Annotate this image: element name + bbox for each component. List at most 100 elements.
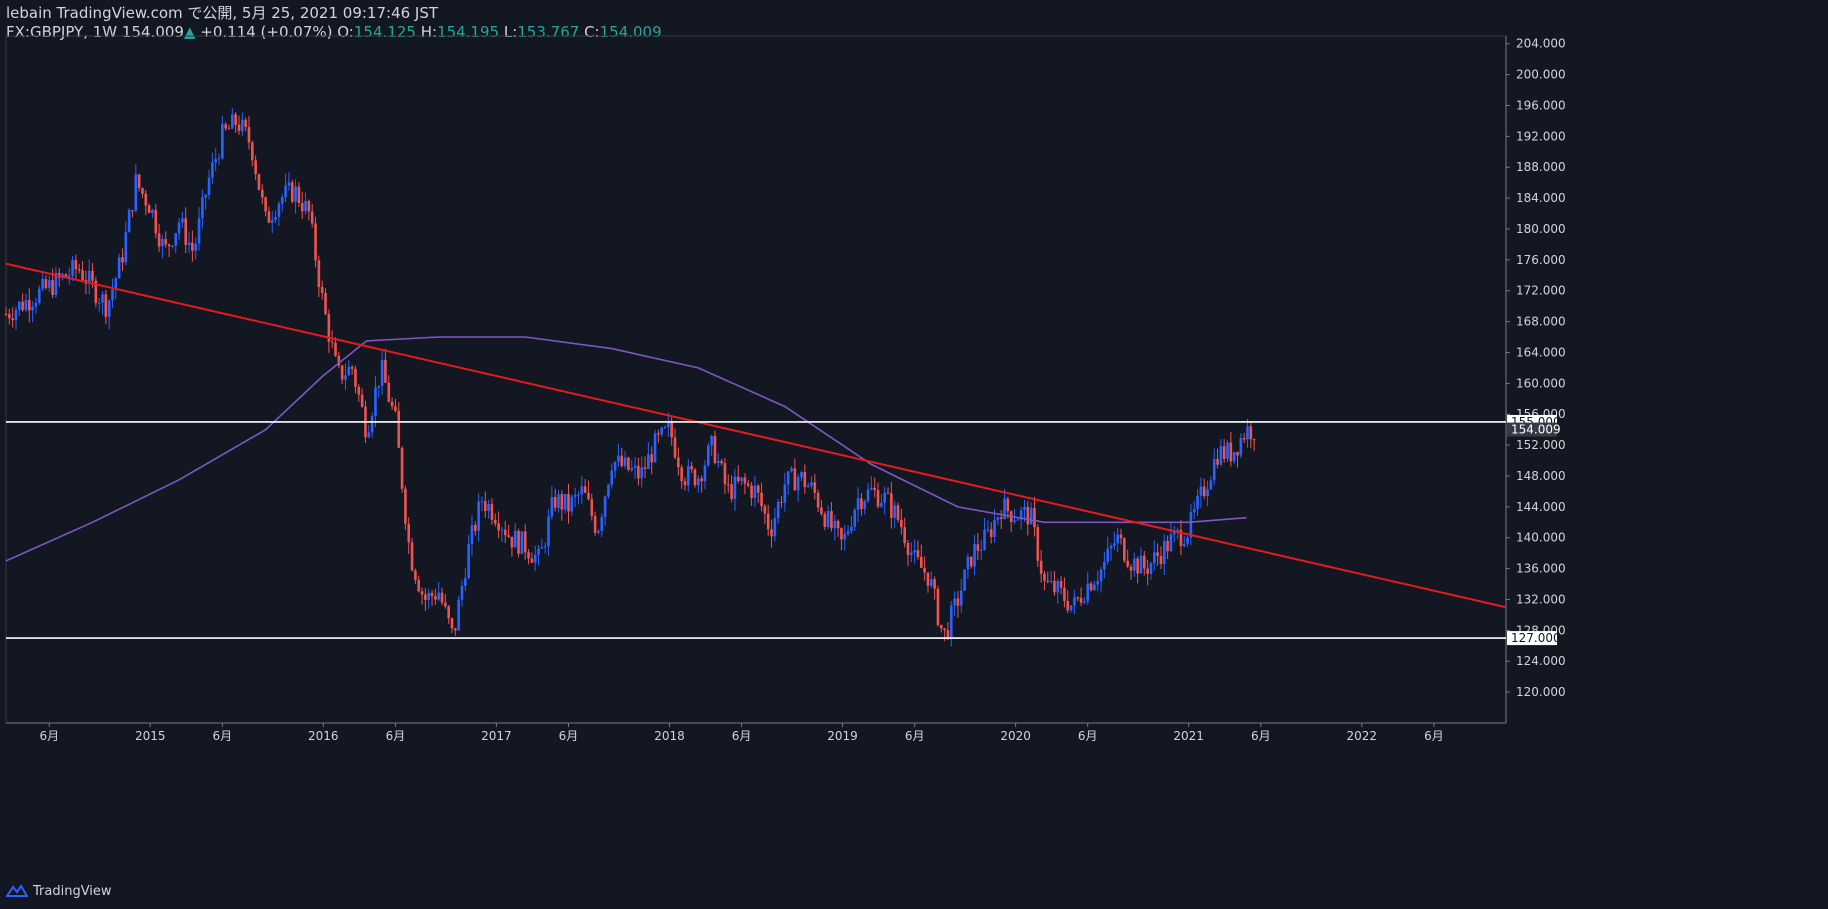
tradingview-brand[interactable]: TradingView	[6, 880, 112, 902]
candle-body	[750, 485, 753, 498]
candle-body	[667, 422, 670, 428]
candle-body	[836, 520, 840, 529]
candle-body	[716, 460, 720, 463]
candle-body	[257, 173, 261, 190]
candle-body	[1242, 438, 1246, 440]
candle-body	[630, 467, 634, 470]
candle-body	[407, 523, 411, 543]
candle-body	[444, 602, 447, 607]
candle-body	[740, 477, 743, 482]
candle-body	[131, 210, 134, 212]
candle-body	[959, 590, 963, 606]
candle-body	[533, 554, 537, 563]
price-tick-label: 204.000	[1516, 37, 1566, 51]
candle-body	[8, 314, 11, 319]
candle-body	[583, 486, 587, 493]
tradingview-logo-icon	[6, 884, 28, 897]
candle-body	[34, 302, 38, 307]
publisher-text: lebain TradingView.com で公開, 5月 25, 2021 …	[6, 4, 439, 22]
candle-body	[1152, 552, 1156, 564]
candle-body	[134, 174, 138, 211]
candle-body	[297, 186, 301, 204]
publisher-line: lebain TradingView.com で公開, 5月 25, 2021 …	[6, 4, 662, 23]
candle-body	[703, 465, 707, 482]
candle-body	[653, 433, 657, 463]
candle-body	[480, 501, 484, 503]
candle-body	[137, 174, 141, 189]
candle-body	[340, 365, 344, 380]
candle-body	[527, 552, 530, 559]
candle-body	[247, 127, 251, 143]
candle-body	[1189, 512, 1193, 538]
candle-body	[753, 485, 757, 498]
candle-body	[670, 422, 673, 438]
candle-body	[217, 158, 221, 160]
candle-body	[530, 558, 534, 563]
candle-body	[360, 394, 364, 407]
candle-body	[197, 218, 201, 244]
candle-body	[866, 489, 870, 502]
candle-body	[350, 366, 354, 369]
candle-body	[241, 119, 244, 132]
candle-body	[1162, 541, 1166, 564]
candle-body	[237, 124, 241, 132]
candle-body	[1089, 583, 1093, 591]
candle-body	[483, 501, 487, 511]
candle-body	[400, 447, 404, 489]
candle-body	[760, 492, 763, 507]
price-tick-label: 188.000	[1516, 160, 1566, 174]
candle-body	[1179, 529, 1183, 547]
plot-area	[5, 35, 1507, 724]
candle-body	[71, 260, 74, 276]
candle-body	[563, 493, 567, 510]
candle-body	[357, 386, 361, 395]
candle-body	[171, 245, 174, 247]
candle-body	[1083, 601, 1086, 603]
candle-body	[1116, 534, 1119, 544]
candle-body	[154, 209, 158, 234]
brand-name: TradingView	[33, 883, 112, 899]
candle-body	[1016, 519, 1020, 521]
price-tick-label: 176.000	[1516, 253, 1566, 267]
candle-body	[493, 519, 497, 524]
time-tick-label: 6月	[39, 729, 59, 743]
candle-body	[796, 477, 800, 491]
candle-body	[344, 375, 347, 380]
candle-body	[687, 466, 690, 486]
candle-body	[1196, 495, 1199, 510]
candle-body	[657, 433, 660, 435]
candle-body	[1079, 597, 1083, 603]
candle-body	[1029, 508, 1033, 525]
candle-body	[437, 592, 440, 600]
candle-body	[776, 502, 780, 519]
price-tick-label: 164.000	[1516, 345, 1566, 359]
candle-body	[933, 579, 936, 589]
candle-body	[660, 427, 663, 435]
candle-body	[946, 630, 950, 638]
candle-body	[1093, 584, 1096, 591]
candle-body	[274, 216, 277, 220]
candle-body	[107, 300, 111, 317]
price-tick-label: 148.000	[1516, 469, 1566, 483]
candle-body	[1013, 520, 1016, 522]
candle-body	[224, 124, 227, 129]
candle-body	[167, 244, 171, 247]
candle-body	[949, 605, 953, 638]
candle-body	[101, 294, 104, 303]
candle-body	[1103, 561, 1106, 570]
candle-body	[690, 466, 693, 470]
candle-body	[211, 162, 214, 178]
candle-body	[553, 497, 557, 508]
candle-body	[1206, 489, 1209, 497]
candle-body	[74, 260, 78, 270]
candle-body	[97, 302, 101, 304]
candle-body	[880, 502, 883, 507]
candle-body	[1053, 580, 1056, 593]
candle-body	[910, 552, 913, 555]
time-tick-label: 6月	[213, 729, 233, 743]
candle-body	[314, 223, 317, 261]
candle-body	[557, 494, 560, 508]
price-tick-label: 132.000	[1516, 592, 1566, 606]
price-tick-label: 168.000	[1516, 315, 1566, 329]
